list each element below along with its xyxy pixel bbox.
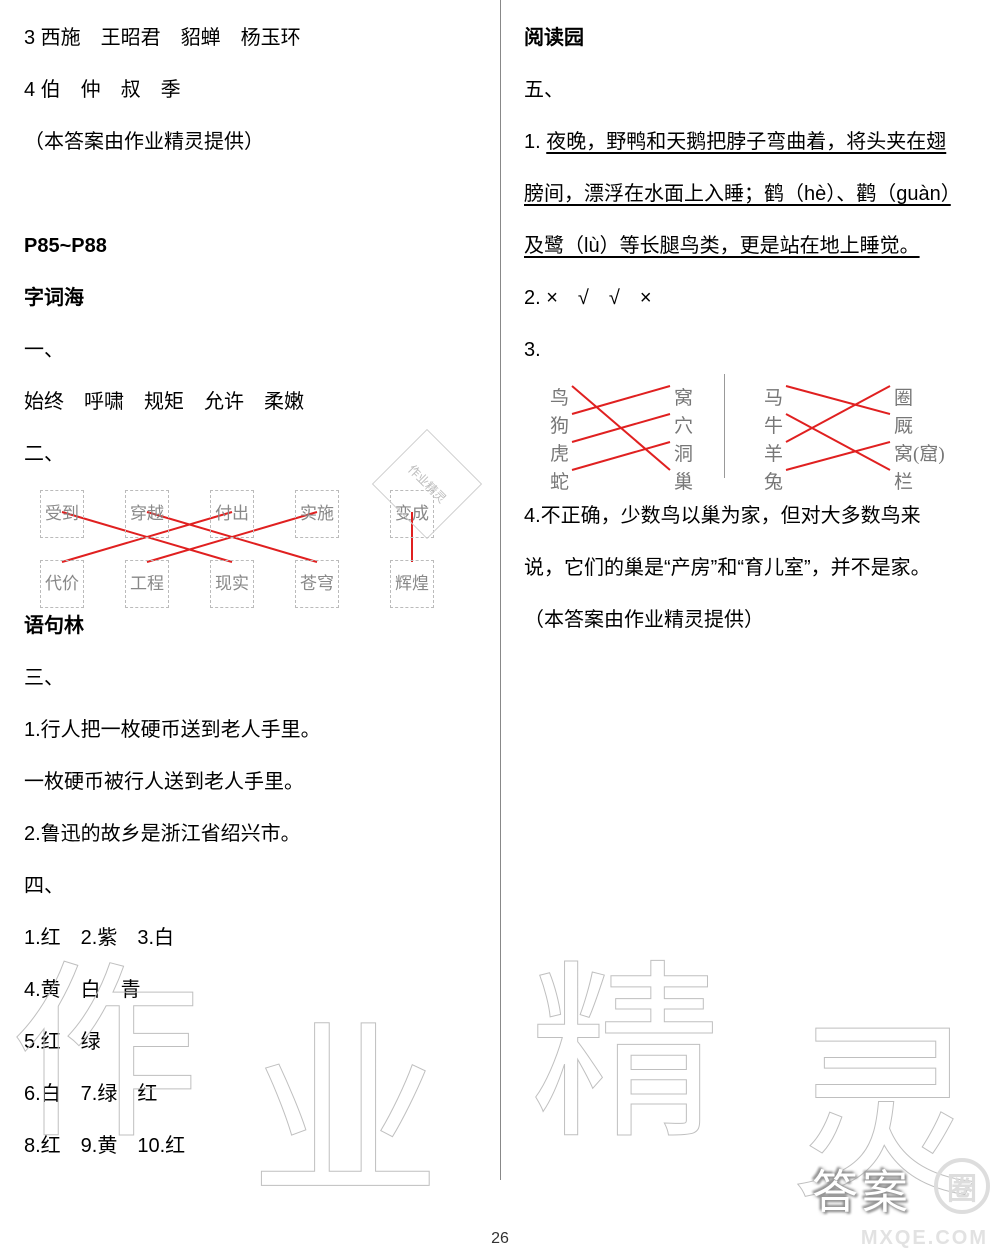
match2-groupB-right: 栏 [894, 458, 913, 507]
text-line: （本答案由作业精灵提供） [24, 116, 482, 168]
list-label: 五、 [524, 64, 958, 116]
match1-bottom-item: 苍穹 [295, 560, 339, 608]
list-label: 三、 [24, 652, 482, 704]
list-label: 一、 [24, 324, 482, 376]
list-label: 四、 [24, 860, 482, 912]
q1-answer: 夜晚，野鸭和天鹅把脖子弯曲着，将头夹在翅膀间，漂浮在水面上入睡；鹤（hè）、鹳（… [524, 131, 951, 257]
match1-top-item: 受到 [40, 490, 84, 538]
column-divider [500, 0, 501, 1180]
site-watermark: MXQE.COM [861, 1227, 988, 1250]
left-column: 3 西施 王昭君 貂蝉 杨玉环 4 伯 仲 叔 季 （本答案由作业精灵提供） P… [24, 12, 500, 1234]
text-line: 4.黄 白 青 [24, 964, 482, 1016]
match2-groupA-left: 蛇 [550, 458, 569, 507]
text-line: 6.白 7.绿 红 [24, 1068, 482, 1120]
answer-badge: 答案 圈 [812, 1156, 992, 1226]
match1-top-item: 变成 [390, 490, 434, 538]
right-column: 阅读园 五、 1. 夜晚，野鸭和天鹅把脖子弯曲着，将头夹在翅膀间，漂浮在水面上入… [500, 12, 976, 1234]
match1-top-item: 穿越 [125, 490, 169, 538]
text-line: 5.红 绿 [24, 1016, 482, 1068]
q1: 1. 夜晚，野鸭和天鹅把脖子弯曲着，将头夹在翅膀间，漂浮在水面上入睡；鹤（hè）… [524, 116, 958, 272]
text-line: 1.行人把一枚硬币送到老人手里。 [24, 704, 482, 756]
q2: 2. × √ √ × [524, 272, 958, 324]
page-range: P85~P88 [24, 220, 482, 272]
page: 3 西施 王昭君 貂蝉 杨玉环 4 伯 仲 叔 季 （本答案由作业精灵提供） P… [0, 0, 1000, 1254]
badge-circle-icon: 圈 [934, 1158, 990, 1214]
match1-bottom-item: 现实 [210, 560, 254, 608]
text-line: 4 伯 仲 叔 季 [24, 64, 482, 116]
q3-label: 3. [524, 324, 958, 376]
q4: 4.不正确，少数鸟以巢为家，但对大多数鸟来说，它们的巢是“产房”和“育儿室”，并… [524, 490, 958, 594]
list-label: 二、 [24, 428, 482, 480]
blank-line [24, 168, 482, 220]
text-line: 8.红 9.黄 10.红 [24, 1120, 482, 1172]
page-number: 26 [491, 1230, 509, 1248]
text-line: 1.红 2.紫 3.白 [24, 912, 482, 964]
match1-bottom-item: 辉煌 [390, 560, 434, 608]
text-line: 一枚硬币被行人送到老人手里。 [24, 756, 482, 808]
matching-diagram-1: 受到穿越付出实施变成代价工程现实苍穹辉煌 [24, 484, 454, 594]
text-line: 2.鲁迅的故乡是浙江省绍兴市。 [24, 808, 482, 860]
match1-top-item: 实施 [295, 490, 339, 538]
match1-bottom-item: 代价 [40, 560, 84, 608]
credit-line: （本答案由作业精灵提供） [524, 594, 958, 646]
match1-top-item: 付出 [210, 490, 254, 538]
badge-text: 答案 [812, 1156, 912, 1222]
match2-groupB-left: 兔 [764, 458, 783, 507]
text-line: 3 西施 王昭君 貂蝉 杨玉环 [24, 12, 482, 64]
section-heading: 阅读园 [524, 12, 958, 64]
match2-separator [724, 374, 725, 478]
section-heading: 字词海 [24, 272, 482, 324]
match1-bottom-item: 工程 [125, 560, 169, 608]
matching-diagram-2: 鸟狗虎蛇窝穴洞巢马牛羊兔圈厩窝(窟)栏 [524, 370, 984, 490]
q1-prefix: 1. [524, 131, 546, 153]
match2-groupA-right: 巢 [674, 458, 693, 507]
text-line: 始终 呼啸 规矩 允许 柔嫩 [24, 376, 482, 428]
